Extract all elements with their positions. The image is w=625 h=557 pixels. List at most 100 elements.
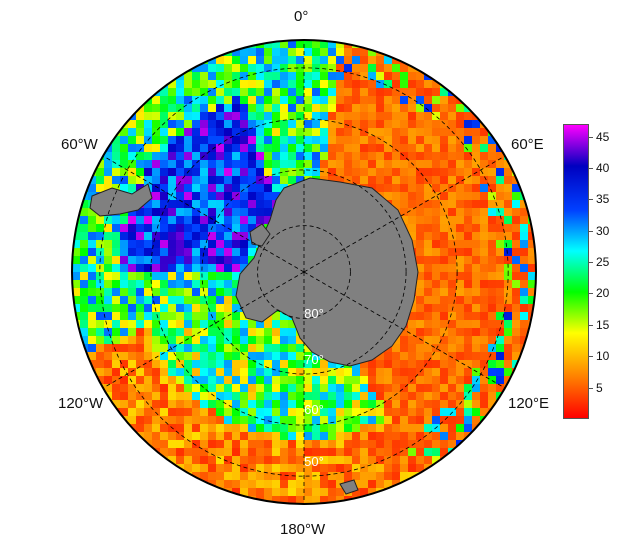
data-cell bbox=[136, 320, 144, 328]
data-cell bbox=[384, 88, 392, 96]
data-cell bbox=[408, 232, 416, 240]
data-cell bbox=[208, 136, 216, 144]
data-cell bbox=[288, 440, 296, 448]
data-cell bbox=[272, 360, 280, 368]
data-cell bbox=[512, 312, 520, 320]
data-cell bbox=[232, 144, 240, 152]
data-cell bbox=[408, 224, 416, 232]
data-cell bbox=[160, 88, 168, 96]
data-cell bbox=[208, 256, 216, 264]
data-cell bbox=[288, 352, 296, 360]
data-cell bbox=[432, 80, 440, 88]
data-cell bbox=[248, 152, 256, 160]
data-cell bbox=[384, 408, 392, 416]
data-cell bbox=[408, 56, 416, 64]
data-cell bbox=[368, 408, 376, 416]
data-cell bbox=[168, 368, 176, 376]
data-cell bbox=[464, 416, 472, 424]
data-cell bbox=[224, 248, 232, 256]
data-cell bbox=[144, 384, 152, 392]
data-cell bbox=[192, 448, 200, 456]
data-cell bbox=[72, 200, 80, 208]
data-cell bbox=[304, 112, 312, 120]
data-cell bbox=[440, 144, 448, 152]
data-cell bbox=[208, 296, 216, 304]
data-cell bbox=[456, 424, 464, 432]
data-cell bbox=[144, 408, 152, 416]
data-cell bbox=[360, 96, 368, 104]
data-cell bbox=[216, 320, 224, 328]
data-cell bbox=[376, 96, 384, 104]
data-cell bbox=[104, 232, 112, 240]
data-cell bbox=[528, 240, 536, 248]
data-cell bbox=[176, 408, 184, 416]
data-cell bbox=[448, 128, 456, 136]
data-cell bbox=[160, 304, 168, 312]
data-cell bbox=[136, 344, 144, 352]
data-cell bbox=[160, 128, 168, 136]
data-cell bbox=[184, 392, 192, 400]
data-cell bbox=[184, 256, 192, 264]
data-cell bbox=[176, 320, 184, 328]
data-cell bbox=[328, 400, 336, 408]
data-cell bbox=[208, 112, 216, 120]
data-cell bbox=[192, 344, 200, 352]
data-cell bbox=[112, 152, 120, 160]
data-cell bbox=[288, 56, 296, 64]
data-cell bbox=[200, 264, 208, 272]
data-cell bbox=[504, 368, 512, 376]
data-cell bbox=[344, 152, 352, 160]
data-cell bbox=[512, 344, 520, 352]
lon-label-120e: 120°E bbox=[508, 395, 550, 412]
data-cell bbox=[416, 296, 424, 304]
data-cell bbox=[392, 360, 400, 368]
data-cell bbox=[416, 344, 424, 352]
data-cell bbox=[288, 384, 296, 392]
data-cell bbox=[256, 448, 264, 456]
data-cell bbox=[504, 336, 512, 344]
data-cell bbox=[400, 376, 408, 384]
data-cell bbox=[128, 432, 136, 440]
data-cell bbox=[376, 464, 384, 472]
data-cell bbox=[320, 128, 328, 136]
data-cell bbox=[128, 272, 136, 280]
data-cell bbox=[424, 424, 432, 432]
data-cell bbox=[400, 456, 408, 464]
data-cell bbox=[512, 280, 520, 288]
data-cell bbox=[224, 264, 232, 272]
data-cell bbox=[216, 360, 224, 368]
data-cell bbox=[400, 464, 408, 472]
data-cell bbox=[352, 112, 360, 120]
data-cell bbox=[136, 440, 144, 448]
data-cell bbox=[168, 120, 176, 128]
data-cell bbox=[80, 272, 88, 280]
data-cell bbox=[320, 360, 328, 368]
data-cell bbox=[104, 184, 112, 192]
data-cell bbox=[232, 312, 240, 320]
data-cell bbox=[256, 384, 264, 392]
data-cell bbox=[456, 392, 464, 400]
data-cell bbox=[248, 456, 256, 464]
data-cell bbox=[440, 200, 448, 208]
data-cell bbox=[152, 416, 160, 424]
data-cell bbox=[240, 120, 248, 128]
data-cell bbox=[128, 128, 136, 136]
data-cell bbox=[408, 368, 416, 376]
data-cell bbox=[296, 144, 304, 152]
data-cell bbox=[304, 360, 312, 368]
data-cell bbox=[256, 488, 264, 496]
data-cell bbox=[472, 120, 480, 128]
data-cell bbox=[144, 272, 152, 280]
data-cell bbox=[432, 352, 440, 360]
data-cell bbox=[160, 184, 168, 192]
data-cell bbox=[136, 376, 144, 384]
data-cell bbox=[232, 360, 240, 368]
data-cell bbox=[360, 88, 368, 96]
data-cell bbox=[352, 128, 360, 136]
data-cell bbox=[208, 352, 216, 360]
data-cell bbox=[384, 128, 392, 136]
data-cell bbox=[264, 448, 272, 456]
data-cell bbox=[496, 296, 504, 304]
data-cell bbox=[312, 352, 320, 360]
data-cell bbox=[472, 152, 480, 160]
